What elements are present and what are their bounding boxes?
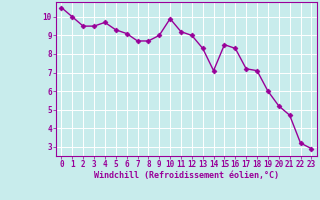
X-axis label: Windchill (Refroidissement éolien,°C): Windchill (Refroidissement éolien,°C) (94, 171, 279, 180)
